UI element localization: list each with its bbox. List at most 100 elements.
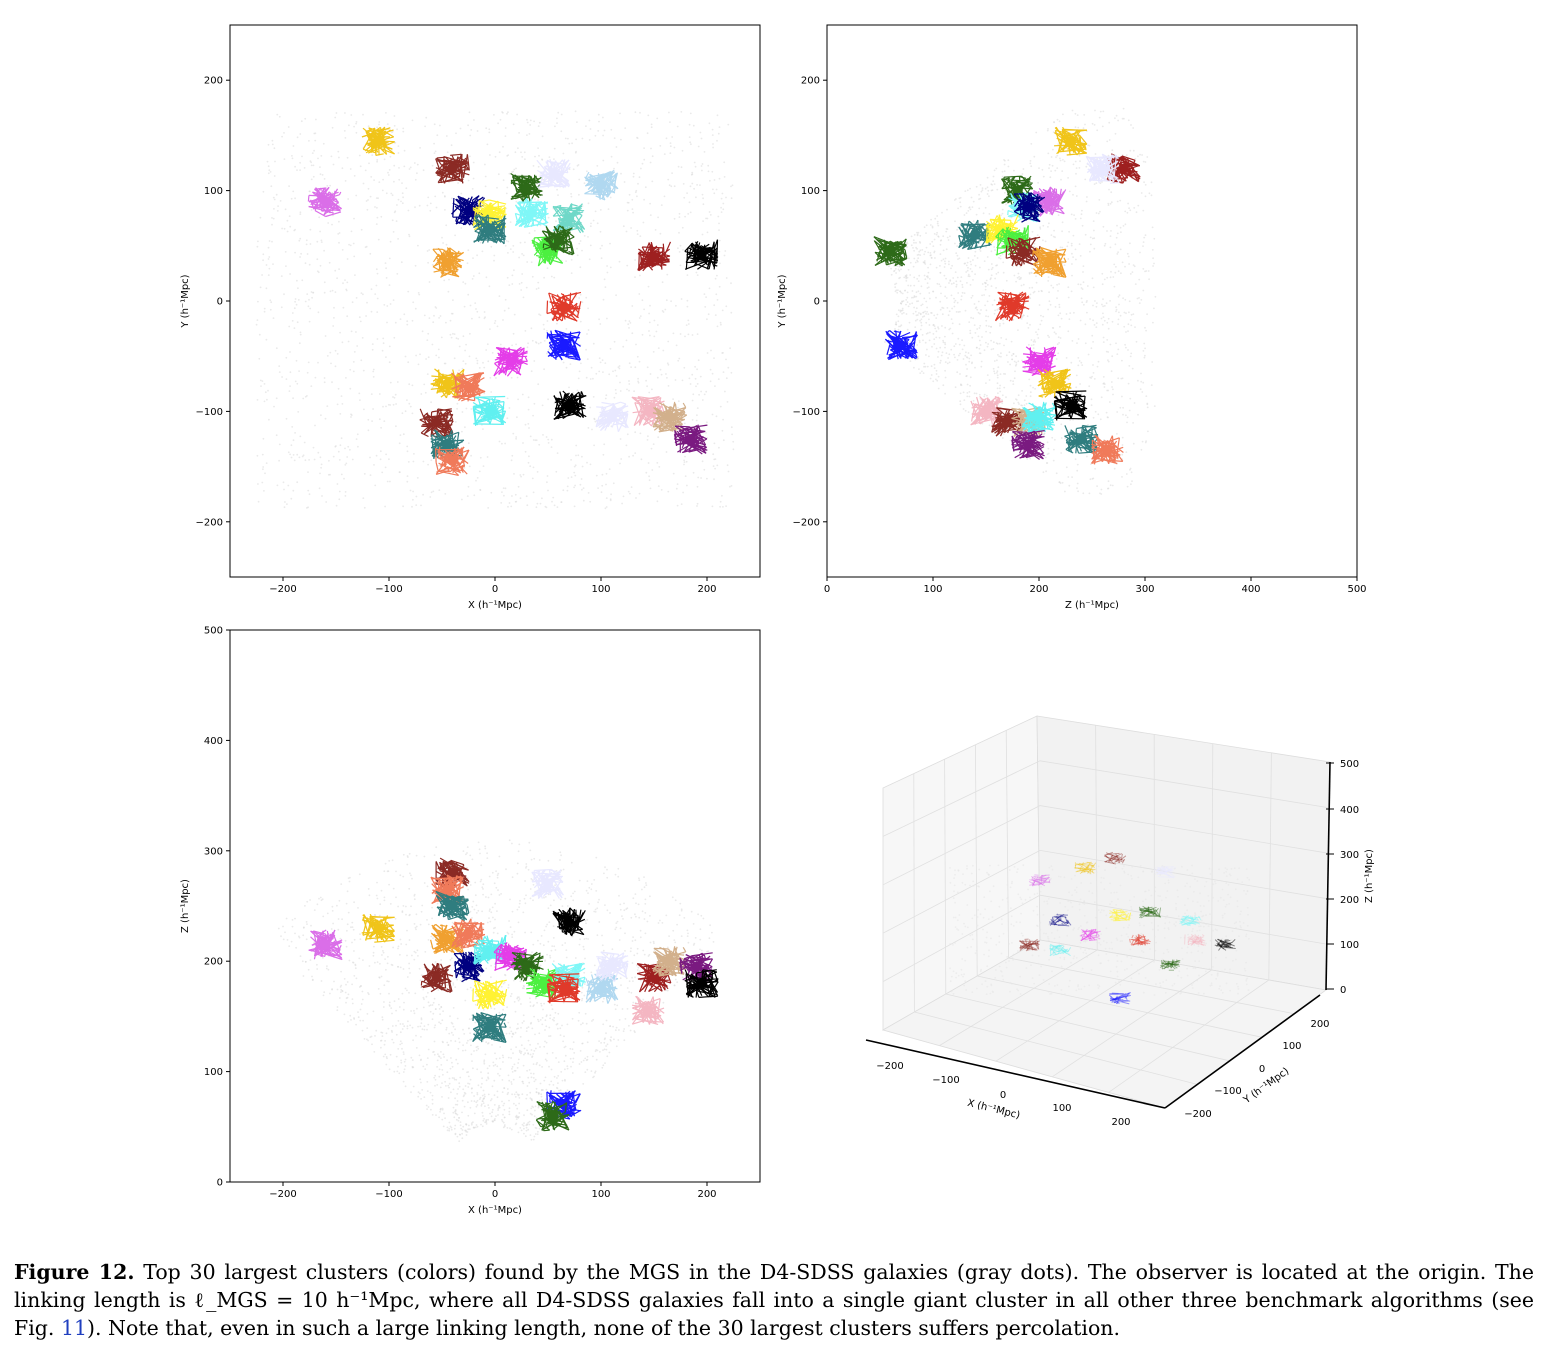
galaxy-point: [351, 301, 354, 304]
galaxy-point: [576, 389, 579, 392]
galaxy-point: [1056, 297, 1058, 300]
cluster-edge: [675, 425, 690, 428]
galaxy-point: [374, 293, 377, 295]
galaxy-point: [690, 173, 693, 176]
galaxy-point: [1045, 470, 1047, 473]
galaxy-point: [1102, 225, 1105, 228]
galaxy-point: [433, 152, 436, 155]
galaxy-point: [610, 155, 613, 158]
galaxy-point: [1089, 236, 1092, 239]
galaxy-point: [587, 329, 590, 331]
cluster-edge: [685, 247, 689, 270]
cluster-edge: [365, 131, 377, 138]
galaxy-point: [1002, 271, 1005, 274]
galaxy-point: [979, 352, 982, 355]
cluster-edge: [382, 130, 394, 138]
galaxy-point: [293, 307, 296, 310]
galaxy-point: [519, 474, 522, 476]
galaxy-point: [529, 465, 532, 468]
galaxy-point: [516, 376, 519, 379]
galaxy-point: [291, 155, 293, 157]
galaxy-point: [1118, 303, 1120, 306]
galaxy-point: [412, 301, 415, 304]
galaxy-point: [415, 354, 417, 357]
galaxy-point: [537, 199, 539, 202]
galaxy-point: [262, 259, 264, 262]
galaxy-point: [697, 359, 700, 362]
galaxy-point: [633, 390, 635, 393]
galaxy-point: [371, 343, 374, 345]
galaxy-point: [580, 478, 583, 480]
galaxy-point: [310, 385, 313, 387]
galaxy-point: [687, 213, 690, 215]
galaxy-point: [613, 137, 616, 140]
galaxy-point: [267, 143, 270, 146]
galaxy-point: [455, 337, 458, 340]
galaxy-point: [677, 400, 680, 403]
galaxy-point: [284, 208, 287, 211]
galaxy-point: [905, 303, 907, 306]
galaxy-point: [369, 474, 372, 476]
galaxy-point: [338, 241, 340, 244]
cluster-point: [558, 340, 569, 351]
galaxy-point: [283, 488, 285, 491]
galaxy-point: [717, 378, 720, 380]
galaxy-point: [900, 324, 903, 327]
cluster-edge: [609, 421, 613, 424]
galaxy-point: [586, 333, 588, 335]
galaxy-point: [409, 166, 412, 169]
galaxy-point: [722, 202, 725, 205]
galaxy-point: [1128, 207, 1130, 210]
galaxy-point: [1134, 326, 1136, 328]
galaxy-point: [378, 393, 381, 395]
galaxy-point: [1111, 355, 1114, 358]
galaxy-point: [336, 403, 339, 406]
galaxy-point: [323, 377, 326, 379]
galaxy-point: [574, 110, 577, 113]
galaxy-point: [524, 423, 527, 426]
galaxy-point: [317, 271, 320, 274]
galaxy-point: [300, 252, 302, 255]
galaxy-point: [1140, 380, 1143, 383]
galaxy-point: [911, 302, 914, 305]
galaxy-point: [1125, 331, 1127, 333]
galaxy-point: [289, 225, 292, 228]
galaxy-point: [575, 138, 577, 141]
galaxy-point: [438, 317, 440, 319]
galaxy-point: [1013, 402, 1015, 405]
galaxy-point: [988, 424, 991, 427]
galaxy-point: [1093, 183, 1096, 186]
galaxy-point: [271, 217, 273, 219]
galaxy-point: [388, 257, 391, 260]
galaxy-point: [940, 354, 943, 357]
galaxy-point: [267, 274, 270, 276]
cluster-edge: [474, 395, 506, 398]
galaxy-point: [1002, 289, 1005, 292]
galaxy-point: [582, 499, 585, 502]
galaxy-point: [653, 335, 656, 338]
galaxy-point: [1047, 334, 1049, 337]
galaxy-point: [666, 273, 669, 276]
galaxy-point: [297, 299, 300, 301]
galaxy-point: [403, 165, 406, 168]
galaxy-point: [329, 351, 332, 354]
galaxy-point: [346, 156, 349, 159]
galaxy-point: [1082, 492, 1085, 495]
galaxy-point: [719, 262, 721, 265]
galaxy-point: [512, 245, 515, 247]
galaxy-point: [308, 263, 311, 266]
galaxy-point: [433, 314, 435, 317]
galaxy-point: [1072, 256, 1074, 258]
galaxy-point: [544, 505, 547, 508]
galaxy-point: [444, 493, 447, 495]
galaxy-point: [1100, 488, 1103, 491]
galaxy-point: [619, 462, 621, 465]
galaxy-point: [296, 136, 299, 139]
galaxy-point: [332, 163, 335, 166]
galaxy-point: [504, 487, 507, 490]
galaxy-point: [360, 292, 363, 294]
galaxy-point: [692, 471, 695, 474]
galaxy-point: [303, 167, 306, 169]
galaxy-point: [429, 496, 432, 498]
galaxy-point: [604, 507, 607, 510]
